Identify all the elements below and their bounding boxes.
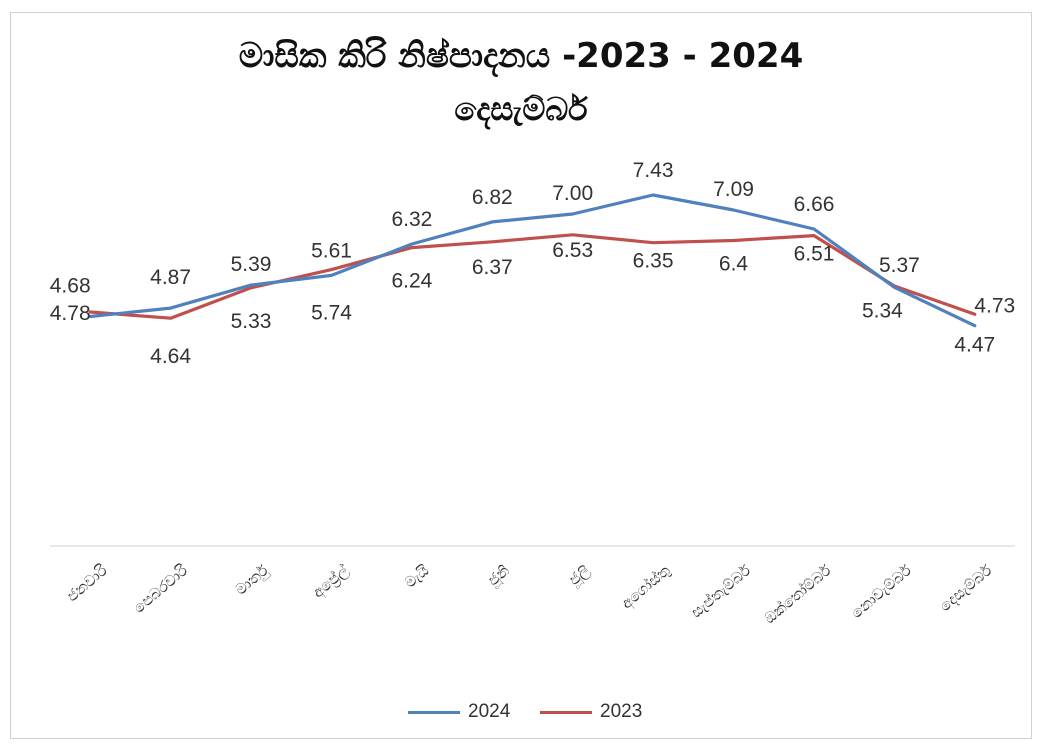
x-tick-label-7: අගෝස්තු <box>618 561 675 613</box>
data-label-2024-1: 4.87 <box>150 266 191 289</box>
legend-swatch-2024 <box>408 710 460 714</box>
data-label-2023-3: 5.74 <box>311 302 352 325</box>
data-label-2023-4: 6.24 <box>391 270 432 293</box>
x-tick-label-9: ඔක්තෝම්බර් <box>761 561 835 627</box>
data-label-2023-0: 4.78 <box>50 302 91 325</box>
data-label-2023-7: 6.35 <box>633 250 674 273</box>
data-label-2024-9: 6.66 <box>794 193 835 216</box>
chart-legend: 2024 2023 <box>0 700 1042 724</box>
x-tick-label-3: අප්‍රේල් <box>309 561 353 602</box>
legend-item-2024: 2024 <box>408 700 510 724</box>
x-tick-label-4: මැයි <box>401 561 432 591</box>
legend-swatch-2023 <box>540 710 592 714</box>
data-label-2023-8: 6.4 <box>719 253 749 276</box>
data-label-2023-6: 6.53 <box>552 239 593 262</box>
x-tick-label-5: ජූනි <box>484 561 513 590</box>
x-tick-label-2: මාර්තු <box>232 561 272 599</box>
legend-label-2023: 2023 <box>600 701 643 722</box>
x-tick-label-6: ජූලි <box>565 561 594 590</box>
x-tick-label-1: පෙබරවාරි <box>130 561 191 617</box>
data-label-2023-11: 4.73 <box>974 294 1015 317</box>
legend-item-2023: 2023 <box>540 700 642 724</box>
data-label-2024-4: 6.32 <box>391 208 432 231</box>
x-tick-label-10: නොවැම්බර් <box>848 561 915 622</box>
data-label-2024-11: 4.47 <box>954 334 995 357</box>
data-label-2024-3: 5.61 <box>311 239 352 262</box>
data-label-2024-8: 7.09 <box>713 178 754 201</box>
data-label-2023-2: 5.33 <box>231 310 272 333</box>
legend-label-2024: 2024 <box>468 701 511 722</box>
data-label-2024-0: 4.68 <box>50 275 91 298</box>
data-label-2024-6: 7.00 <box>552 182 593 205</box>
data-label-2023-10: 5.37 <box>879 254 920 277</box>
x-tick-label-0: ජනවාරි <box>63 561 111 605</box>
x-tick-label-8: සැප්තැම්බර් <box>687 561 754 621</box>
data-label-2024-5: 6.82 <box>472 186 513 209</box>
data-label-2023-9: 6.51 <box>794 243 835 266</box>
chart-frame <box>10 12 1032 739</box>
x-tick-label-11: දෙසැම්බර් <box>936 561 995 615</box>
data-label-2023-5: 6.37 <box>472 256 513 279</box>
data-label-2023-1: 4.64 <box>150 345 191 368</box>
chart-subtitle: දෙසැම්බර් <box>454 90 588 128</box>
chart-title: මාසික කිරි නිෂ්පාදනය -2023 - 2024 <box>238 36 804 76</box>
data-label-2024-2: 5.39 <box>231 253 272 276</box>
series-line-2024 <box>88 193 977 328</box>
data-label-2024-10: 5.34 <box>862 299 903 322</box>
series-line-2023 <box>88 233 977 320</box>
data-label-2024-7: 7.43 <box>633 159 674 182</box>
